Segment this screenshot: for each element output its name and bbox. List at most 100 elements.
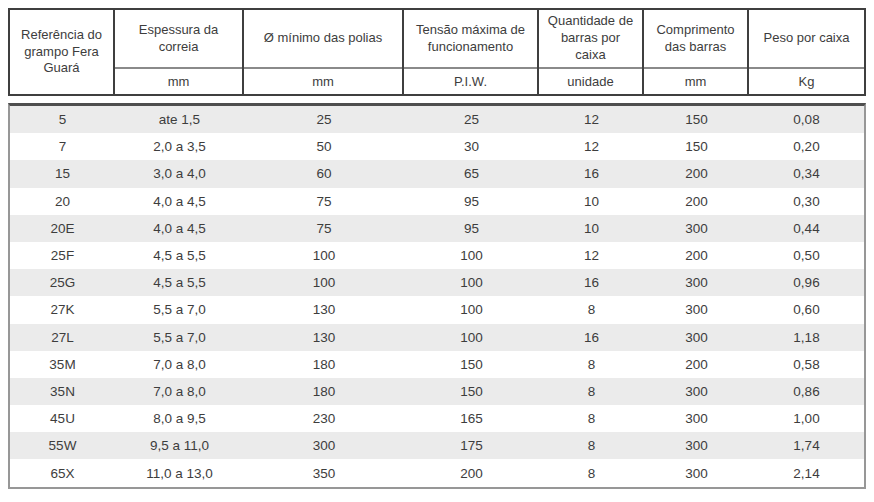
- table-cell: 165: [404, 411, 539, 426]
- table-row: 204,0 a 4,57595102000,30: [10, 188, 864, 215]
- table-cell: 95: [404, 221, 539, 236]
- table-body: 5ate 1,52525121500,0872,0 a 3,5503012150…: [8, 103, 866, 489]
- table-cell: 100: [404, 248, 539, 263]
- table-cell: 0,34: [749, 166, 864, 181]
- table-cell: 8: [539, 357, 644, 372]
- table-cell: 200: [644, 248, 749, 263]
- table-cell: 175: [404, 438, 539, 453]
- column-header: Referência do grampo Fera Guará: [10, 10, 115, 94]
- column-header: Peso por caixaKg: [749, 10, 864, 94]
- table-cell: 300: [644, 438, 749, 453]
- table-cell: 1,74: [749, 438, 864, 453]
- table-cell: 130: [244, 330, 404, 345]
- table-cell: 150: [404, 357, 539, 372]
- table-cell: 180: [244, 357, 404, 372]
- table-row: 45U8,0 a 9,523016583001,00: [10, 405, 864, 432]
- column-unit: Kg: [749, 67, 864, 94]
- column-unit: unidade: [539, 67, 642, 94]
- table-cell: 300: [644, 221, 749, 236]
- table-cell: 2,14: [749, 466, 864, 481]
- table-cell: ate 1,5: [115, 112, 244, 127]
- table-cell: 150: [644, 112, 749, 127]
- column-header: Comprimento das barrasmm: [644, 10, 749, 94]
- table-row: 25G4,5 a 5,5100100163000,96: [10, 269, 864, 296]
- table-cell: 10: [539, 221, 644, 236]
- table-cell: 27K: [10, 302, 115, 317]
- column-header: Espessura da correiamm: [115, 10, 244, 94]
- table-cell: 200: [644, 357, 749, 372]
- table-cell: 150: [404, 384, 539, 399]
- column-header: Ø mínimo das poliasmm: [244, 10, 404, 94]
- table-cell: 8: [539, 384, 644, 399]
- table-cell: 5,5 a 7,0: [115, 302, 244, 317]
- table-cell: 5: [10, 112, 115, 127]
- table-cell: 200: [404, 466, 539, 481]
- table-cell: 0,20: [749, 139, 864, 154]
- table-cell: 8: [539, 302, 644, 317]
- table-cell: 75: [244, 194, 404, 209]
- table-cell: 0,60: [749, 302, 864, 317]
- table-cell: 100: [404, 302, 539, 317]
- table-row: 65X11,0 a 13,035020083002,14: [10, 459, 864, 486]
- table-cell: 180: [244, 384, 404, 399]
- spec-table-page: Referência do grampo Fera GuaráEspessura…: [0, 0, 874, 502]
- table-cell: 1,18: [749, 330, 864, 345]
- column-header: Tensão máxima de funcionamentoP.I.W.: [404, 10, 539, 94]
- table-cell: 25: [244, 112, 404, 127]
- column-header-label: Peso por caixa: [749, 10, 864, 67]
- column-header-label: Referência do grampo Fera Guará: [10, 10, 113, 94]
- table-cell: 16: [539, 275, 644, 290]
- table-cell: 0,30: [749, 194, 864, 209]
- column-unit: mm: [115, 67, 242, 94]
- table-cell: 0,96: [749, 275, 864, 290]
- table-cell: 12: [539, 139, 644, 154]
- table-cell: 350: [244, 466, 404, 481]
- table-cell: 0,50: [749, 248, 864, 263]
- table-cell: 8,0 a 9,5: [115, 411, 244, 426]
- table-cell: 100: [404, 275, 539, 290]
- table-cell: 200: [644, 194, 749, 209]
- column-unit: mm: [644, 67, 747, 94]
- table-cell: 7: [10, 139, 115, 154]
- table-cell: 300: [644, 302, 749, 317]
- table-row: 72,0 a 3,55030121500,20: [10, 133, 864, 160]
- table-cell: 65: [404, 166, 539, 181]
- table-cell: 95: [404, 194, 539, 209]
- table-row: 20E4,0 a 4,57595103000,44: [10, 215, 864, 242]
- table-cell: 25G: [10, 275, 115, 290]
- table-cell: 300: [644, 275, 749, 290]
- table-cell: 10: [539, 194, 644, 209]
- table-cell: 45U: [10, 411, 115, 426]
- table-cell: 20: [10, 194, 115, 209]
- table-row: 153,0 a 4,06065162000,34: [10, 160, 864, 187]
- table-cell: 35M: [10, 357, 115, 372]
- table-cell: 300: [644, 466, 749, 481]
- table-row: 55W9,5 a 11,030017583001,74: [10, 432, 864, 459]
- table-cell: 65X: [10, 466, 115, 481]
- table-cell: 12: [539, 248, 644, 263]
- table-cell: 300: [644, 411, 749, 426]
- table-row: 35N7,0 a 8,018015083000,86: [10, 378, 864, 405]
- column-header-label: Ø mínimo das polias: [244, 10, 402, 67]
- table-cell: 300: [644, 330, 749, 345]
- table-cell: 7,0 a 8,0: [115, 357, 244, 372]
- table-cell: 30: [404, 139, 539, 154]
- table-cell: 4,5 a 5,5: [115, 248, 244, 263]
- table-cell: 100: [404, 330, 539, 345]
- column-unit: P.I.W.: [404, 67, 537, 94]
- table-cell: 11,0 a 13,0: [115, 466, 244, 481]
- table-cell: 75: [244, 221, 404, 236]
- column-unit: mm: [244, 67, 402, 94]
- table-cell: 55W: [10, 438, 115, 453]
- table-row: 27K5,5 a 7,013010083000,60: [10, 296, 864, 323]
- table-cell: 9,5 a 11,0: [115, 438, 244, 453]
- table-cell: 4,0 a 4,5: [115, 194, 244, 209]
- table-cell: 16: [539, 166, 644, 181]
- table-cell: 25: [404, 112, 539, 127]
- table-cell: 0,08: [749, 112, 864, 127]
- table-cell: 7,0 a 8,0: [115, 384, 244, 399]
- table-cell: 100: [244, 248, 404, 263]
- column-header-label: Tensão máxima de funcionamento: [404, 10, 537, 67]
- table-cell: 8: [539, 411, 644, 426]
- table-cell: 16: [539, 330, 644, 345]
